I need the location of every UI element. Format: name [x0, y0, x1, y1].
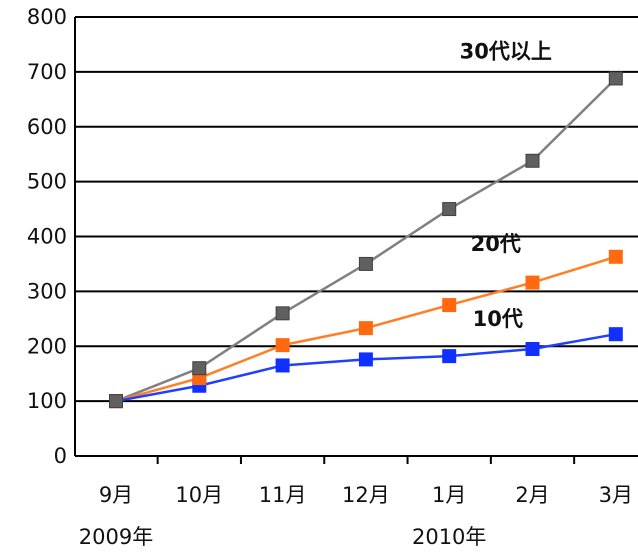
y-tick-label-400: 400	[27, 225, 67, 249]
marker-series-2-point-2	[275, 358, 290, 373]
marker-series-0-point-2	[275, 306, 290, 321]
year-label-1: 2010年	[412, 525, 486, 549]
x-tick-label-5: 2月	[515, 483, 549, 507]
marker-series-0-point-5	[525, 153, 540, 168]
marker-series-0-point-3	[358, 256, 373, 271]
series-line-2	[115, 332, 617, 403]
marker-series-2-point-4	[442, 349, 457, 364]
series-labels: 30代以上 20代 10代	[460, 39, 552, 331]
y-tick-label-0: 0	[54, 444, 67, 468]
y-tick-label-800: 800	[27, 5, 67, 29]
x-tick-labels: 9月 10月 11月 12月 1月 2月 3月 2009年 2010年	[79, 483, 633, 549]
marker-series-0-point-0	[109, 394, 123, 409]
axes	[74, 17, 638, 464]
marker-series-1-point-4	[442, 298, 457, 313]
x-tick-label-1: 10月	[175, 483, 223, 507]
marker-series-1-point-6	[608, 249, 623, 264]
x-tick-label-0: 9月	[99, 483, 133, 507]
x-tick-label-3: 12月	[342, 483, 390, 507]
series-label-2: 10代	[473, 307, 523, 331]
y-tick-label-300: 300	[27, 279, 67, 303]
series-label-1: 20代	[471, 232, 521, 256]
series-markers	[109, 71, 623, 409]
marker-series-0-point-1	[192, 361, 207, 376]
x-tick-label-2: 11月	[259, 483, 307, 507]
marker-series-2-point-6	[608, 327, 623, 342]
y-tick-label-600: 600	[27, 115, 67, 139]
gridlines	[75, 16, 638, 403]
marker-series-1-point-5	[525, 275, 540, 290]
marker-series-0-point-6	[608, 71, 623, 86]
y-tick-labels: 0 100 200 300 400 500 600 700 800	[27, 5, 67, 468]
marker-series-2-point-5	[525, 341, 540, 356]
y-tick-label-100: 100	[27, 389, 67, 413]
y-tick-label-500: 500	[27, 170, 67, 194]
series-label-0: 30代以上	[460, 39, 552, 63]
marker-series-2-point-3	[358, 352, 373, 367]
marker-series-1-point-2	[275, 338, 290, 353]
x-tick-label-6: 3月	[599, 483, 633, 507]
y-tick-label-200: 200	[27, 334, 67, 358]
x-tick-label-4: 1月	[432, 483, 466, 507]
y-tick-label-700: 700	[27, 60, 67, 84]
marker-series-1-point-3	[358, 321, 373, 336]
year-label-0: 2009年	[79, 525, 153, 549]
marker-series-0-point-4	[442, 202, 457, 217]
